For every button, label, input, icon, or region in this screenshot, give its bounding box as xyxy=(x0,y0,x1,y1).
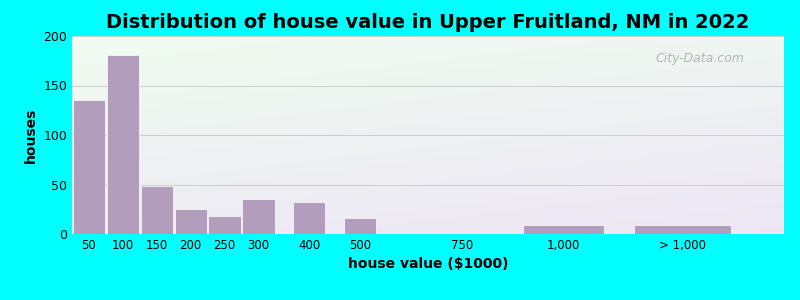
Text: City-Data.com: City-Data.com xyxy=(656,52,745,65)
Bar xyxy=(209,216,241,234)
Y-axis label: houses: houses xyxy=(24,107,38,163)
Bar xyxy=(73,100,105,234)
Bar xyxy=(242,200,274,234)
Bar xyxy=(106,55,139,234)
Bar xyxy=(141,187,173,234)
Bar xyxy=(634,225,730,234)
Bar xyxy=(344,218,376,234)
Bar xyxy=(294,202,326,234)
Bar xyxy=(174,209,206,234)
Title: Distribution of house value in Upper Fruitland, NM in 2022: Distribution of house value in Upper Fru… xyxy=(106,13,750,32)
X-axis label: house value ($1000): house value ($1000) xyxy=(348,257,508,272)
Bar xyxy=(523,225,604,234)
